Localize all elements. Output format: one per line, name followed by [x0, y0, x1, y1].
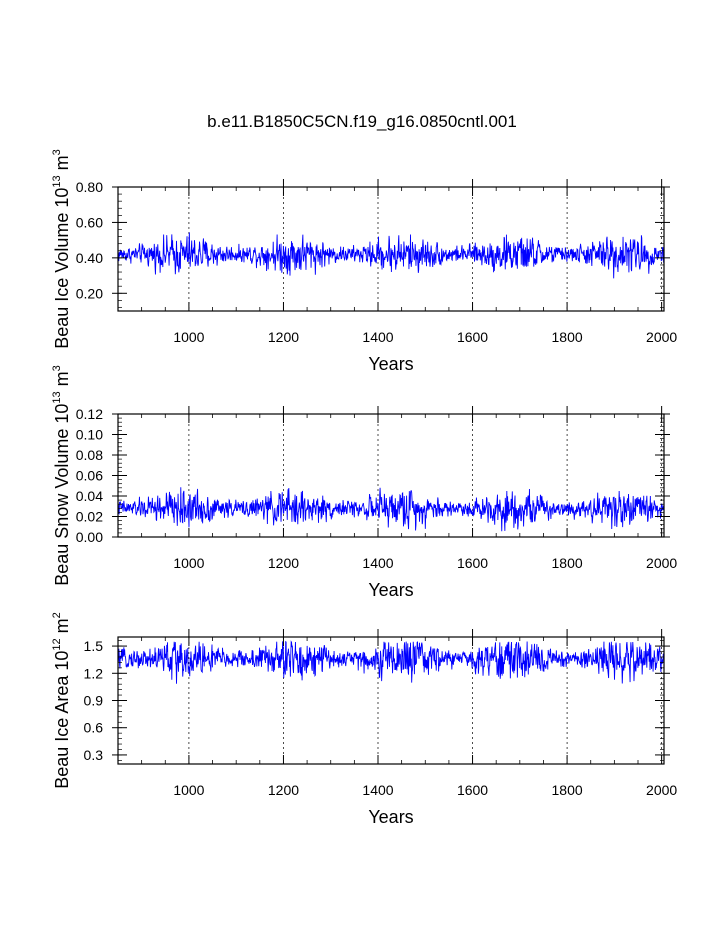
series-line: [118, 640, 664, 684]
x-tick-label: 1200: [268, 555, 299, 571]
y-tick-label: 0.6: [84, 720, 104, 736]
x-tick-label: 2000: [646, 555, 677, 571]
plot-frame: [117, 413, 665, 538]
x-tick-label: 1800: [552, 329, 583, 345]
x-tick-label: 1400: [362, 329, 393, 345]
x-tick-label: 1000: [173, 782, 204, 798]
y-tick-label: 0.20: [76, 285, 103, 301]
x-tick-label: 1200: [268, 782, 299, 798]
chart-panel-1: 1000 1200 1400 1600 1800 2000 0.20 0.40 0.60 0.80…: [51, 149, 677, 374]
y-tick-label: 0.80: [76, 179, 103, 195]
x-tick-label: 1400: [362, 782, 393, 798]
x-axis-label: Years: [368, 354, 413, 374]
y-tick-label: 0.00: [76, 529, 103, 545]
x-tick-label: 1600: [457, 782, 488, 798]
y-tick-label: 0.02: [76, 509, 103, 525]
x-tick-label: 1800: [552, 555, 583, 571]
x-tick-label: 1000: [173, 555, 204, 571]
x-tick-label: 1000: [173, 329, 204, 345]
y-tick-label: 0.3: [84, 747, 104, 763]
series-line: [118, 232, 664, 279]
y-tick-label: 0.60: [76, 214, 103, 230]
y-tick-label: 0.12: [76, 406, 103, 422]
y-tick-label: 0.40: [76, 250, 103, 266]
x-tick-label: 2000: [646, 329, 677, 345]
y-tick-label: 0.06: [76, 468, 103, 484]
y-tick-label: 0.04: [76, 488, 103, 504]
y-tick-label: 1.2: [84, 665, 104, 681]
x-tick-label: 1200: [268, 329, 299, 345]
x-tick-label: 1400: [362, 555, 393, 571]
y-axis-label: Beau Ice Area 1012 m2: [51, 612, 72, 788]
y-tick-label: 1.5: [84, 638, 104, 654]
x-axis-label: Years: [368, 580, 413, 600]
y-tick-label: 0.9: [84, 693, 104, 709]
x-tick-label: 2000: [646, 782, 677, 798]
x-tick-label: 1600: [457, 329, 488, 345]
chart-panel-3: 1000 1200 1400 1600 1800 2000 0.3 0.6 0.9 1.2 1.5 Y…: [51, 612, 677, 827]
series-line: [118, 487, 664, 532]
plot-frame: [117, 186, 665, 312]
x-tick-label: 1600: [457, 555, 488, 571]
y-tick-label: 0.10: [76, 427, 103, 443]
x-tick-label: 1800: [552, 782, 583, 798]
x-axis-label: Years: [368, 807, 413, 827]
figure-title: b.e11.B1850C5CN.f19_g16.0850cntl.001: [207, 112, 517, 131]
chart-panel-2: 1000 1200 1400 1600 1800 2000 0.00 0.02 0.04 0.06…: [51, 365, 677, 600]
y-axis-label: Beau Snow Volume 1013 m3: [51, 365, 72, 586]
y-tick-label: 0.08: [76, 447, 103, 463]
y-axis-label: Beau Ice Volume 1013 m3: [51, 149, 72, 349]
